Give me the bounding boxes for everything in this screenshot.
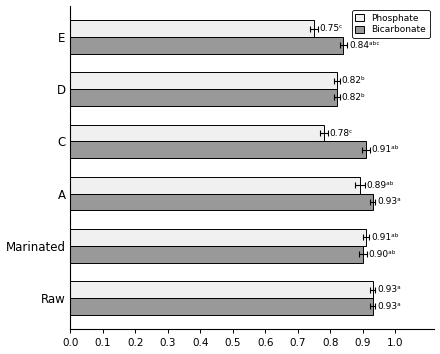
Bar [70, 177, 359, 194]
Legend: Phosphate, Bicarbonate: Phosphate, Bicarbonate [352, 10, 430, 38]
Bar [70, 20, 314, 37]
Text: 0.91ᵃᵇ: 0.91ᵃᵇ [372, 145, 400, 154]
Text: 0.82ᵇ: 0.82ᵇ [341, 76, 365, 85]
Text: 0.78ᶜ: 0.78ᶜ [330, 129, 353, 137]
Bar [70, 246, 363, 263]
Bar [70, 298, 373, 315]
Bar [70, 37, 344, 53]
Bar [70, 89, 337, 106]
Bar [70, 281, 373, 298]
Bar [70, 229, 366, 246]
Text: 0.93ᵃ: 0.93ᵃ [377, 302, 401, 311]
Text: 0.75ᶜ: 0.75ᶜ [320, 24, 343, 33]
Bar [70, 73, 337, 89]
Text: 0.91ᵃᵇ: 0.91ᵃᵇ [371, 233, 399, 242]
Text: 0.84ᵃᵇᶜ: 0.84ᵃᵇᶜ [349, 41, 380, 50]
Bar [70, 141, 366, 158]
Text: 0.90ᵃᵇ: 0.90ᵃᵇ [368, 250, 396, 259]
Text: 0.82ᵇ: 0.82ᵇ [341, 93, 365, 102]
Bar [70, 125, 324, 141]
Bar [70, 194, 373, 210]
Text: 0.93ᵃ: 0.93ᵃ [377, 198, 401, 206]
Text: 0.89ᵃᵇ: 0.89ᵃᵇ [366, 181, 394, 190]
Text: 0.93ᵃ: 0.93ᵃ [377, 285, 401, 294]
